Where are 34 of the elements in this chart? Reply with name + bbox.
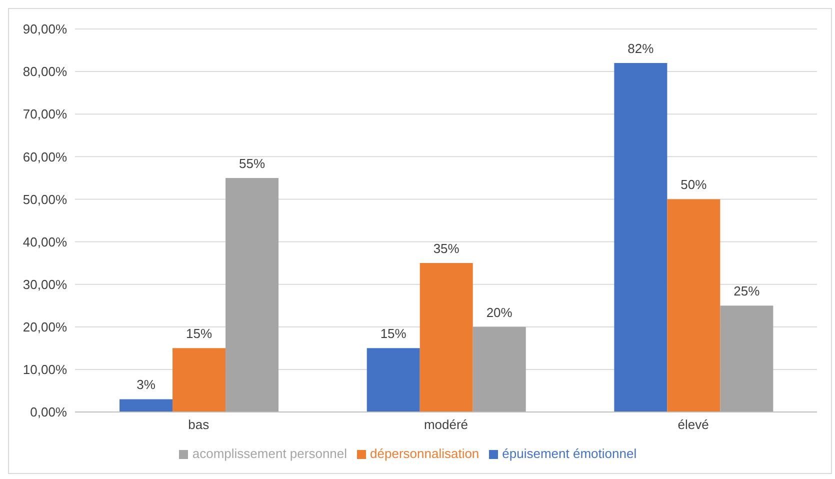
bar bbox=[614, 63, 668, 412]
legend-label: acomplissement personnel bbox=[192, 446, 348, 461]
bar bbox=[472, 326, 526, 412]
x-tick-label: élevé bbox=[678, 417, 709, 432]
bar bbox=[226, 178, 279, 412]
y-tick-label: 70,00% bbox=[22, 106, 68, 122]
y-tick-label: 50,00% bbox=[22, 192, 68, 207]
y-tick-label: 90,00% bbox=[22, 22, 68, 37]
legend-label: épuisement émotionnel bbox=[502, 446, 637, 461]
data-label: 3% bbox=[136, 377, 156, 392]
data-label: 25% bbox=[734, 284, 760, 299]
data-label: 55% bbox=[239, 156, 266, 171]
y-tick-label: 10,00% bbox=[22, 362, 68, 378]
y-tick-label: 0,00% bbox=[30, 404, 68, 420]
bar bbox=[172, 348, 226, 412]
data-label: 15% bbox=[380, 326, 407, 342]
x-tick-label: modéré bbox=[424, 417, 468, 432]
x-tick-label: bas bbox=[188, 417, 210, 432]
y-tick-label: 30,00% bbox=[22, 276, 68, 292]
bar bbox=[720, 306, 774, 412]
bar bbox=[366, 348, 420, 412]
y-tick-label: 80,00% bbox=[22, 64, 68, 80]
y-tick-label: 60,00% bbox=[22, 149, 68, 164]
bar bbox=[120, 399, 173, 412]
data-label: 82% bbox=[628, 41, 654, 56]
y-tick-label: 20,00% bbox=[22, 320, 68, 335]
data-label: 50% bbox=[680, 177, 708, 192]
bar bbox=[420, 263, 473, 412]
bar bbox=[667, 199, 720, 412]
y-tick-label: 40,00% bbox=[22, 234, 68, 250]
legend-label: dépersonnalisation bbox=[370, 446, 480, 461]
data-label: 15% bbox=[186, 326, 212, 342]
data-label: 20% bbox=[486, 304, 513, 320]
data-label: 35% bbox=[433, 241, 460, 256]
